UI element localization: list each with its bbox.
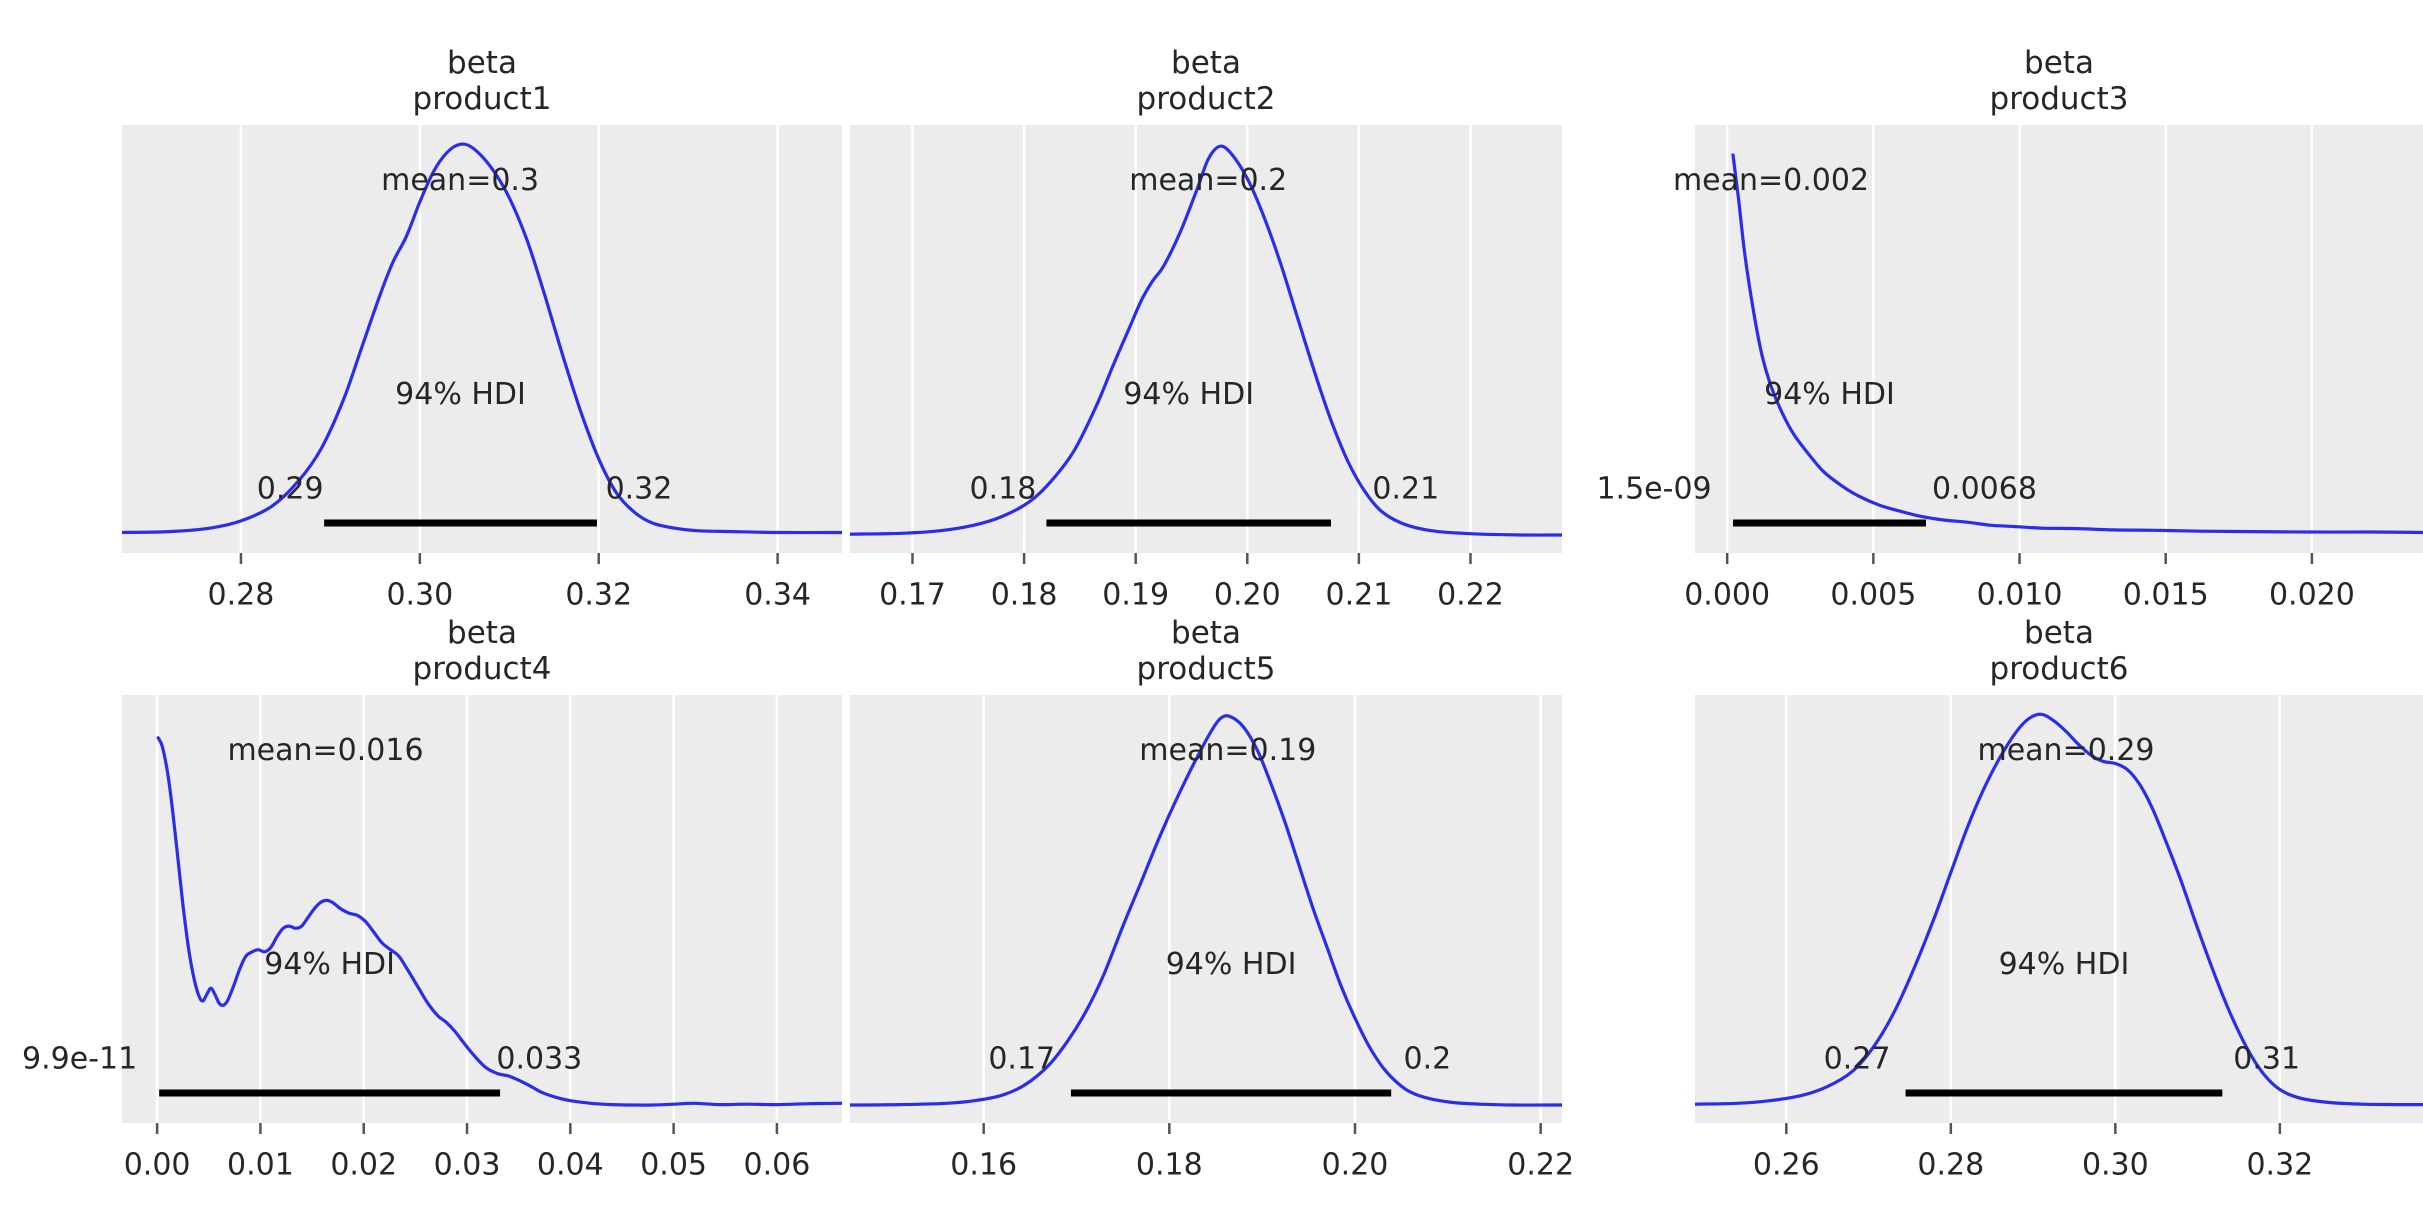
subplot-subtitle: product3 (1990, 81, 2129, 117)
x-tick-label: 0.28 (1917, 1148, 1984, 1183)
hdi-interval-label: 94% HDI (395, 377, 526, 412)
mean-label: mean=0.29 (1977, 733, 2154, 768)
subplot-subtitle: product6 (1990, 651, 2129, 687)
plot-area (1695, 695, 2423, 1123)
hdi-interval-label: 94% HDI (264, 947, 395, 982)
subplot-title: beta (2024, 45, 2094, 81)
kde-curve (156, 736, 842, 1107)
plot-area (850, 695, 1562, 1123)
plot-area (122, 695, 842, 1123)
subplot-subtitle: product2 (1137, 81, 1276, 117)
hdi-lower-label: 1.5e-09 (1596, 471, 1711, 506)
x-tick-label: 0.18 (991, 578, 1058, 613)
x-tick-label: 0.010 (1977, 578, 2063, 613)
x-tick-label: 0.04 (537, 1148, 604, 1183)
x-tick-label: 0.30 (2082, 1148, 2149, 1183)
x-tick-label: 0.06 (744, 1148, 811, 1183)
x-tick-label: 0.32 (565, 578, 632, 613)
kde-curve (850, 144, 1562, 537)
x-tick-label: 0.03 (434, 1148, 501, 1183)
hdi-upper-label: 0.0068 (1932, 471, 2037, 506)
subplot-title: beta (1171, 615, 1241, 651)
x-tick-label: 0.16 (950, 1148, 1017, 1183)
kde-curve (122, 142, 842, 535)
x-tick-label: 0.17 (879, 578, 946, 613)
plot-area (1695, 125, 2423, 553)
kde-curve (1695, 712, 2423, 1107)
kde-curve (1731, 153, 2423, 535)
hdi-interval-label: 94% HDI (1764, 377, 1895, 412)
x-tick-label: 0.000 (1684, 578, 1770, 613)
hdi-upper-label: 0.31 (2233, 1041, 2300, 1076)
x-tick-label: 0.18 (1136, 1148, 1203, 1183)
hdi-lower-label: 0.17 (988, 1041, 1055, 1076)
kde-curve (850, 714, 1562, 1107)
x-tick-label: 0.015 (2123, 578, 2209, 613)
x-tick-label: 0.00 (124, 1148, 191, 1183)
hdi-interval-label: 94% HDI (1999, 947, 2130, 982)
x-tick-label: 0.005 (1830, 578, 1916, 613)
subplot-title: beta (447, 45, 517, 81)
x-tick-label: 0.26 (1753, 1148, 1820, 1183)
subplot-subtitle: product5 (1137, 651, 1276, 687)
subplot-title: beta (447, 615, 517, 651)
x-tick-label: 0.02 (330, 1148, 397, 1183)
hdi-lower-label: 0.18 (969, 471, 1036, 506)
mean-label: mean=0.3 (381, 163, 539, 198)
x-tick-label: 0.020 (2269, 578, 2355, 613)
mean-label: mean=0.016 (227, 733, 423, 768)
hdi-interval-label: 94% HDI (1166, 947, 1297, 982)
plot-area (850, 125, 1562, 553)
x-tick-label: 0.21 (1325, 578, 1392, 613)
subplot-subtitle: product1 (413, 81, 552, 117)
x-tick-label: 0.22 (1437, 578, 1504, 613)
x-tick-label: 0.20 (1322, 1148, 1389, 1183)
x-tick-label: 0.19 (1102, 578, 1169, 613)
x-tick-label: 0.22 (1507, 1148, 1574, 1183)
x-tick-label: 0.28 (208, 578, 275, 613)
hdi-lower-label: 0.27 (1824, 1041, 1891, 1076)
x-tick-label: 0.20 (1214, 578, 1281, 613)
hdi-upper-label: 0.32 (606, 471, 673, 506)
hdi-lower-label: 9.9e-11 (22, 1041, 137, 1076)
x-tick-label: 0.05 (640, 1148, 707, 1183)
subplot-title: beta (1171, 45, 1241, 81)
x-tick-label: 0.32 (2246, 1148, 2313, 1183)
mean-label: mean=0.2 (1129, 163, 1287, 198)
mean-label: mean=0.002 (1673, 163, 1869, 198)
subplot-subtitle: product4 (413, 651, 552, 687)
x-tick-label: 0.01 (227, 1148, 294, 1183)
hdi-lower-label: 0.29 (257, 471, 324, 506)
hdi-upper-label: 0.21 (1372, 471, 1439, 506)
subplot-title: beta (2024, 615, 2094, 651)
hdi-upper-label: 0.2 (1404, 1041, 1452, 1076)
hdi-interval-label: 94% HDI (1123, 377, 1254, 412)
x-tick-label: 0.30 (386, 578, 453, 613)
mean-label: mean=0.19 (1139, 733, 1316, 768)
x-tick-label: 0.34 (744, 578, 811, 613)
hdi-upper-label: 0.033 (496, 1041, 582, 1076)
